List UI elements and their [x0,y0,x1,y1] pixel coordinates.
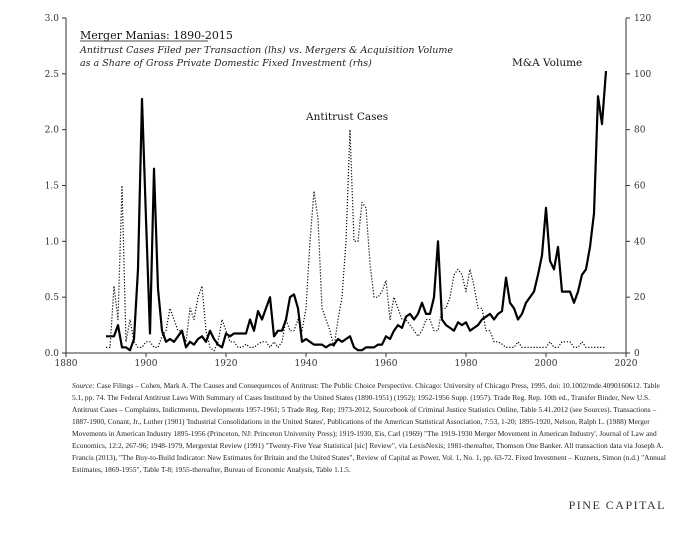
chart-subtitle-line2: as a Share of Gross Private Domestic Fix… [80,58,372,69]
series-layer [106,70,608,352]
x-tick-label: 1900 [135,359,158,369]
left-tick-label: 2.0 [45,126,60,136]
source-body: Case Filings – Cohen, Mark A. The Causes… [72,381,666,474]
antitrust-cases-series-line [106,129,606,352]
chart: 0.0 0.5 1.0 1.5 2.0 2.5 3.0 0 20 40 60 80 100 120 18… [45,14,652,369]
x-tick-label: 1940 [295,359,318,369]
x-tick-label: 1960 [375,359,398,369]
right-tick-label: 100 [634,70,651,80]
x-tick-label: 1980 [455,359,478,369]
chart-subtitle-line1: Antitrust Cases Filed per Transaction (l… [79,45,453,56]
ma-volume-series-line [106,70,608,352]
right-axis-ticks: 0 20 40 60 80 100 120 [626,14,651,359]
source-note: Source: Case Filings – Cohen, Mark A. Th… [72,380,672,476]
left-tick-label: 3.0 [45,14,60,24]
x-tick-label: 1880 [55,359,78,369]
right-tick-label: 20 [634,293,646,303]
source-label: Source: [72,381,95,390]
left-tick-label: 1.0 [45,237,60,247]
brand-logo-text: PINE CAPITAL [568,498,666,512]
left-axis-ticks: 0.0 0.5 1.0 1.5 2.0 2.5 3.0 [45,14,66,359]
ma-volume-annotation: M&A Volume [512,57,582,69]
right-tick-label: 120 [634,14,651,24]
right-tick-label: 80 [634,126,646,136]
x-tick-label: 2020 [615,359,638,369]
antitrust-cases-annotation: Antitrust Cases [305,111,388,123]
x-tick-label: 2000 [535,359,558,369]
right-tick-label: 40 [634,237,646,247]
x-axis-ticks: 1880 1900 1920 1940 1960 1980 2000 2020 [55,353,638,369]
chart-title: Merger Manias: 1890-2015 [80,29,233,42]
left-tick-label: 1.5 [45,182,60,192]
left-tick-label: 0.5 [45,293,60,303]
right-tick-label: 60 [634,182,646,192]
right-tick-label: 0 [634,349,640,359]
left-tick-label: 2.5 [45,70,60,80]
x-tick-label: 1920 [215,359,238,369]
left-tick-label: 0.0 [45,349,60,359]
